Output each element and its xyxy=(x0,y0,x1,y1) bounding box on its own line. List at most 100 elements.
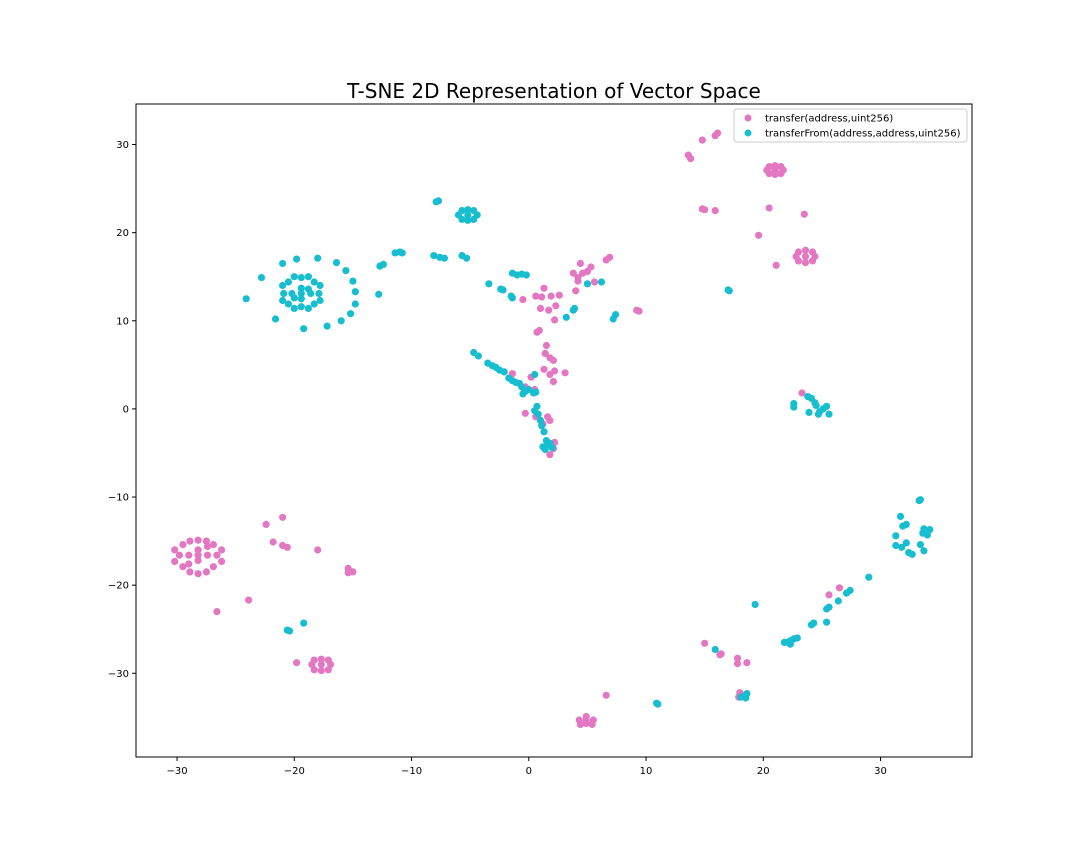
data-point xyxy=(794,257,803,265)
data-point xyxy=(536,304,545,312)
data-point xyxy=(271,315,280,323)
data-point xyxy=(733,660,742,668)
data-point xyxy=(186,568,194,576)
data-point xyxy=(310,278,318,286)
data-point xyxy=(549,378,558,386)
data-point xyxy=(701,206,709,214)
data-point xyxy=(194,551,202,559)
data-point xyxy=(316,281,324,290)
data-point xyxy=(332,259,341,267)
data-point xyxy=(572,287,580,295)
data-point xyxy=(725,287,733,295)
data-point xyxy=(548,444,556,452)
data-point xyxy=(458,207,466,215)
data-point xyxy=(194,556,202,565)
data-point xyxy=(300,619,308,627)
plot-frame xyxy=(136,104,972,757)
data-point xyxy=(349,568,357,576)
data-point xyxy=(293,659,301,667)
data-point xyxy=(314,546,322,554)
data-point xyxy=(562,313,570,321)
data-point xyxy=(902,539,910,547)
data-point xyxy=(398,249,406,257)
data-point xyxy=(508,294,516,302)
data-point xyxy=(315,289,323,298)
data-point xyxy=(185,560,193,568)
data-point xyxy=(772,261,780,269)
data-point xyxy=(570,304,579,312)
data-point xyxy=(209,541,217,549)
data-point xyxy=(701,639,709,647)
data-point xyxy=(279,259,287,268)
data-point xyxy=(590,278,599,286)
data-point xyxy=(711,207,719,215)
data-point xyxy=(654,700,662,708)
data-point xyxy=(521,409,529,417)
y-tick-label: 10 xyxy=(116,316,129,327)
legend: transfer(address,uint256) transferFrom(a… xyxy=(733,108,968,143)
data-point xyxy=(687,155,695,163)
data-point xyxy=(576,259,585,268)
data-point xyxy=(434,197,443,205)
data-point xyxy=(379,260,387,268)
y-tick-label: −30 xyxy=(108,669,129,680)
data-point xyxy=(540,428,548,436)
data-point xyxy=(280,289,288,298)
data-point xyxy=(213,608,221,616)
data-point xyxy=(203,542,212,551)
data-point xyxy=(541,349,549,357)
x-tick-label: 20 xyxy=(757,766,770,777)
data-point xyxy=(834,597,842,605)
data-point xyxy=(823,402,831,410)
legend-marker-transfer xyxy=(744,114,752,122)
series-1 xyxy=(242,197,934,708)
data-point xyxy=(801,246,810,254)
data-point xyxy=(310,656,318,664)
data-point xyxy=(755,231,763,239)
data-point xyxy=(297,284,305,292)
data-point xyxy=(547,292,555,300)
data-point xyxy=(464,216,472,224)
data-point xyxy=(179,563,187,571)
data-point xyxy=(194,570,202,578)
data-point xyxy=(602,691,610,699)
data-point xyxy=(808,248,817,256)
data-point xyxy=(297,303,305,311)
legend-label-transferfrom: transferFrom(address,address,uint256) xyxy=(765,129,961,140)
data-point xyxy=(714,129,722,137)
data-point xyxy=(218,546,226,554)
points-layer xyxy=(171,129,934,729)
data-point xyxy=(464,211,472,219)
x-tick-label: −20 xyxy=(284,766,305,777)
data-point xyxy=(814,410,823,418)
x-axis: −30 −20 −10 0 10 20 30 xyxy=(166,757,887,777)
data-point xyxy=(175,551,183,559)
data-point xyxy=(800,210,808,218)
data-point xyxy=(801,259,810,267)
data-point xyxy=(916,496,925,504)
data-point xyxy=(532,388,540,396)
data-point xyxy=(500,368,508,376)
data-point xyxy=(794,248,803,256)
plot-border xyxy=(135,103,973,758)
data-point xyxy=(290,304,298,312)
legend-label-transfer: transfer(address,uint256) xyxy=(765,114,893,125)
data-point xyxy=(823,618,831,626)
data-point xyxy=(538,422,546,430)
data-point xyxy=(293,255,301,263)
data-point xyxy=(546,451,554,459)
data-point xyxy=(349,277,357,285)
data-point xyxy=(790,403,798,411)
data-point xyxy=(284,300,292,308)
data-point xyxy=(485,280,493,288)
data-point xyxy=(811,399,819,407)
y-tick-label: −20 xyxy=(108,581,129,592)
data-point xyxy=(470,215,478,223)
data-point xyxy=(807,621,816,629)
data-point xyxy=(464,206,472,214)
data-point xyxy=(317,667,325,675)
data-point xyxy=(842,589,851,597)
data-point xyxy=(765,163,773,171)
data-point xyxy=(549,356,558,364)
data-point xyxy=(805,408,813,416)
